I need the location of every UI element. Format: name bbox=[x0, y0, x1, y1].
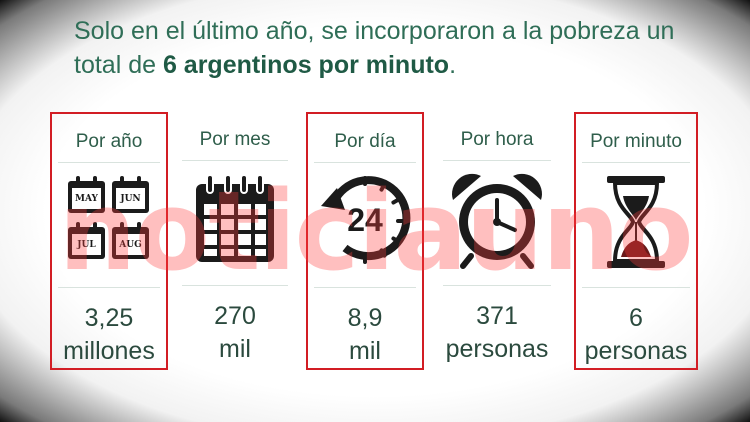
divider bbox=[314, 287, 416, 288]
divider bbox=[582, 287, 690, 288]
month-label: JUL bbox=[72, 234, 101, 255]
headline-text: Solo en el último año, se incorporaron a… bbox=[74, 17, 675, 79]
headline-end: . bbox=[449, 51, 457, 79]
value-number: 6 bbox=[629, 304, 643, 332]
column-per-hour: Por hora 371 personas bbox=[437, 112, 557, 370]
divider bbox=[182, 160, 288, 161]
alarm-clock-icon bbox=[447, 170, 547, 275]
calendar-mini-icon: AUG bbox=[112, 222, 149, 259]
divider bbox=[58, 162, 160, 163]
value-number: 3,25 bbox=[84, 304, 134, 332]
value-unit: mil bbox=[219, 335, 251, 363]
calendar-mini-icon: MAY bbox=[68, 176, 105, 213]
headline: Solo en el último año, se incorporaron a… bbox=[74, 14, 714, 82]
value-unit: personas bbox=[445, 335, 549, 363]
value-unit: mil bbox=[349, 337, 381, 365]
divider bbox=[314, 162, 416, 163]
24-hours-icon: 24 bbox=[315, 170, 415, 270]
value-per-minute: 6 personas bbox=[576, 302, 696, 368]
value-unit: personas bbox=[584, 337, 688, 365]
value-number: 270 bbox=[214, 302, 256, 330]
value-per-month: 270 mil bbox=[176, 300, 294, 366]
divider bbox=[582, 162, 690, 163]
divider bbox=[182, 285, 288, 286]
column-per-minute: Por minuto 6 personas bbox=[574, 112, 698, 370]
column-per-month: Por mes 270 mil bbox=[176, 112, 294, 370]
calendar-mini-icon: JUN bbox=[112, 176, 149, 213]
value-number: 8,9 bbox=[347, 304, 383, 332]
month-label: AUG bbox=[116, 234, 145, 255]
value-number: 371 bbox=[476, 302, 518, 330]
headline-highlight: 6 argentinos por minuto bbox=[162, 51, 450, 79]
column-per-year: Por año MAY JUN JUL AUG 3,25 millones bbox=[50, 112, 168, 370]
value-per-hour: 371 personas bbox=[437, 300, 557, 366]
month-label: JUN bbox=[116, 188, 145, 209]
calendar-icon bbox=[192, 172, 278, 269]
column-label: Por mes bbox=[199, 129, 271, 150]
month-label: MAY bbox=[72, 188, 101, 209]
column-per-day: Por día 24 8,9 mil bbox=[306, 112, 424, 370]
divider bbox=[58, 287, 160, 288]
calendar-mini-icon: JUL bbox=[68, 222, 105, 259]
column-label: Por año bbox=[75, 131, 143, 152]
value-unit: millones bbox=[63, 337, 155, 365]
column-label: Por día bbox=[334, 131, 396, 152]
value-per-year: 3,25 millones bbox=[52, 302, 166, 368]
value-per-day: 8,9 mil bbox=[308, 302, 422, 368]
column-label: Por minuto bbox=[590, 131, 682, 152]
divider bbox=[443, 160, 551, 161]
column-label: Por hora bbox=[460, 129, 534, 150]
divider bbox=[443, 285, 551, 286]
24-hours-label: 24 bbox=[347, 202, 383, 238]
calendar-months-icon: MAY JUN JUL AUG bbox=[66, 176, 152, 266]
hourglass-icon bbox=[601, 174, 671, 275]
